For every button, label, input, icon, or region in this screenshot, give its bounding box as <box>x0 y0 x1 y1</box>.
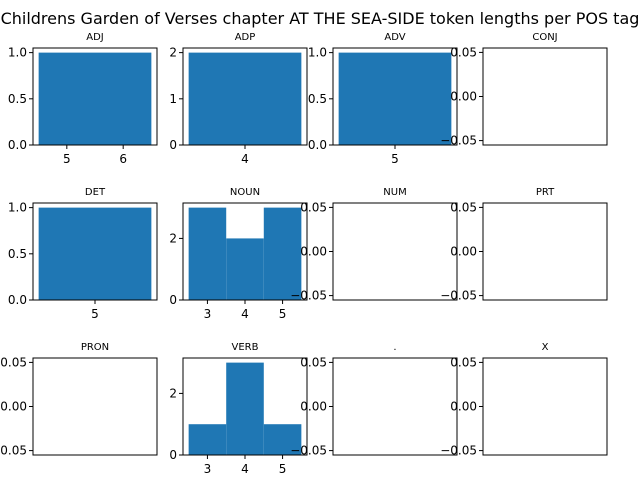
ytick-label-adj-1: 0.5 <box>8 92 27 106</box>
ytick-label-conj-1: 0.00 <box>450 90 477 104</box>
bar-adj-0 <box>38 52 95 145</box>
panel-title-adp: ADP <box>235 32 256 43</box>
panel-x: X −0.05 0.00 0.05 <box>440 342 608 458</box>
panel-title-adv: ADV <box>384 32 405 43</box>
ytick-label-prt-2: 0.05 <box>450 200 477 214</box>
panel-title-x: X <box>542 342 549 353</box>
bar-adv-0 <box>338 52 452 145</box>
figure-title: Childrens Garden of Verses chapter AT TH… <box>1 9 640 28</box>
ytick-label-num-2: 0.05 <box>300 200 327 214</box>
xtick-label-noun-0: 3 <box>204 307 212 321</box>
axes-frame-dot <box>332 357 458 456</box>
ytick-label-num-1: 0.00 <box>300 245 327 259</box>
panel-title-pron: PRON <box>81 342 109 353</box>
xtick-label-adj-0: 5 <box>63 152 71 166</box>
bar-adj-1 <box>95 52 152 145</box>
ytick-label-x-1: 0.00 <box>450 400 477 414</box>
panel-prt: PRT −0.05 0.00 0.05 <box>440 187 608 303</box>
ytick-label-adp-2: 2 <box>169 46 177 60</box>
ytick-label-prt-1: 0.00 <box>450 245 477 259</box>
panel-noun: NOUN 0 2 3 4 5 <box>169 187 308 321</box>
ytick-label-adj-2: 1.0 <box>8 46 27 60</box>
ytick-label-prt-0: −0.05 <box>440 289 477 303</box>
axes-frame-conj <box>482 47 608 146</box>
panel-pron: PRON −0.05 0.00 0.05 <box>0 342 158 458</box>
ytick-label-adj-0: 0.0 <box>8 138 27 152</box>
bar-noun-2 <box>263 207 302 300</box>
panel-adj: ADJ 0.0 0.5 1.0 5 6 <box>8 32 158 166</box>
bar-det-0 <box>38 207 152 300</box>
bar-noun-0 <box>188 207 227 300</box>
bar-adp-0 <box>188 52 302 145</box>
ytick-label-det-2: 1.0 <box>8 201 27 215</box>
panel-title-prt: PRT <box>536 187 555 198</box>
panel-det: DET 0.0 0.5 1.0 5 <box>8 187 158 321</box>
ytick-label-pron-1: 0.00 <box>0 400 27 414</box>
xtick-label-verb-0: 3 <box>204 462 212 476</box>
ytick-label-noun-1: 2 <box>169 231 177 245</box>
ytick-label-dot-1: 0.00 <box>300 400 327 414</box>
bar-verb-2 <box>263 424 302 455</box>
ytick-label-det-0: 0.0 <box>8 293 27 307</box>
bar-noun-1 <box>226 238 264 300</box>
panel-verb: VERB 0 2 3 4 5 <box>169 342 308 476</box>
ytick-label-pron-2: 0.05 <box>0 355 27 369</box>
ytick-label-num-0: −0.05 <box>290 289 327 303</box>
ytick-label-x-2: 0.05 <box>450 355 477 369</box>
ytick-label-noun-0: 0 <box>169 293 177 307</box>
ytick-label-adv-1: 0.5 <box>308 92 327 106</box>
ytick-label-dot-0: −0.05 <box>290 444 327 458</box>
ytick-label-conj-0: −0.05 <box>440 134 477 148</box>
panel-title-adj: ADJ <box>86 32 104 43</box>
panel-conj: CONJ −0.05 0.00 0.05 <box>440 32 608 148</box>
xtick-label-det-0: 5 <box>91 307 99 321</box>
panel-dot: . −0.05 0.00 0.05 <box>290 342 458 458</box>
xtick-label-adj-1: 6 <box>119 152 127 166</box>
xtick-label-noun-1: 4 <box>241 307 249 321</box>
panel-title-det: DET <box>85 187 106 198</box>
ytick-label-adv-2: 1.0 <box>308 46 327 60</box>
axes-frame-pron <box>32 357 158 456</box>
panel-title-num: NUM <box>383 187 406 198</box>
ytick-label-x-0: −0.05 <box>440 444 477 458</box>
xtick-label-verb-2: 5 <box>279 462 287 476</box>
ytick-label-det-1: 0.5 <box>8 247 27 261</box>
ytick-label-verb-1: 2 <box>169 386 177 400</box>
panel-title-dot: . <box>393 342 396 353</box>
axes-frame-num <box>332 202 458 301</box>
ytick-label-dot-2: 0.05 <box>300 355 327 369</box>
axes-frame-adj <box>32 47 158 146</box>
xtick-label-noun-2: 5 <box>279 307 287 321</box>
bar-verb-1 <box>226 362 264 455</box>
panel-title-noun: NOUN <box>230 187 260 198</box>
xtick-label-adv-0: 5 <box>391 152 399 166</box>
axes-frame-prt <box>482 202 608 301</box>
ytick-label-adp-0: 0 <box>169 138 177 152</box>
ytick-label-pron-0: −0.05 <box>0 444 27 458</box>
panel-adp: ADP 0 1 2 4 <box>169 32 308 166</box>
panel-title-conj: CONJ <box>532 32 557 43</box>
ytick-label-adp-1: 1 <box>169 92 177 106</box>
bar-verb-0 <box>188 424 227 455</box>
xtick-label-adp-0: 4 <box>241 152 249 166</box>
xtick-label-verb-1: 4 <box>241 462 249 476</box>
ytick-label-adv-0: 0.0 <box>308 138 327 152</box>
axes-frame-x <box>482 357 608 456</box>
ytick-label-verb-0: 0 <box>169 448 177 462</box>
panel-adv: ADV 0.0 0.5 1.0 5 <box>308 32 458 166</box>
panel-num: NUM −0.05 0.00 0.05 <box>290 187 458 303</box>
panel-title-verb: VERB <box>232 342 259 353</box>
ytick-label-conj-2: 0.05 <box>450 45 477 59</box>
